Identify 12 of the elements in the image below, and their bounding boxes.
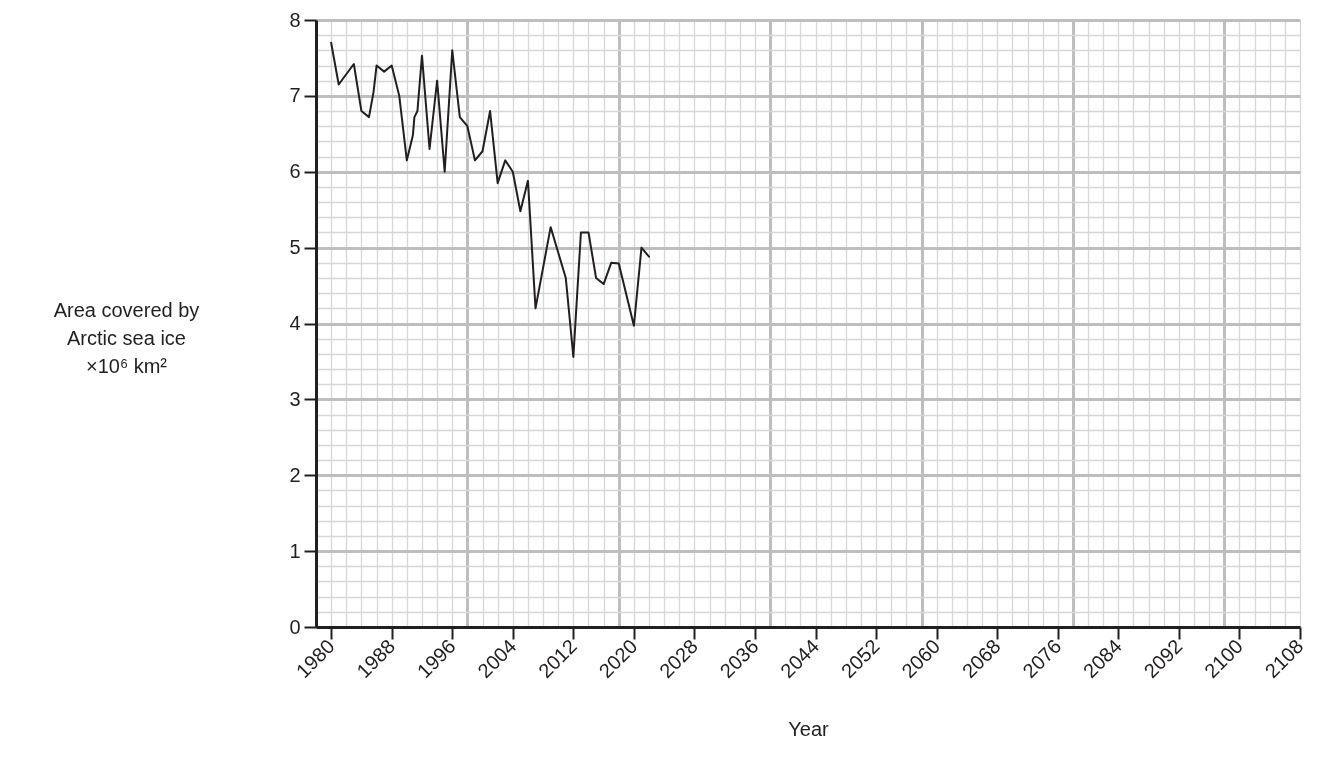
y-tick-label: 2 bbox=[289, 463, 301, 486]
y-tick-label: 7 bbox=[289, 84, 301, 107]
x-axis-title: Year bbox=[788, 718, 830, 741]
y-tick-label: 4 bbox=[289, 312, 301, 334]
y-tick-label: 3 bbox=[289, 387, 301, 410]
y-tick-label: 5 bbox=[289, 236, 301, 259]
y-tick-label: 0 bbox=[289, 615, 301, 638]
y-tick-label: 6 bbox=[289, 160, 301, 183]
line-series bbox=[330, 41, 651, 358]
y-tick-label: 1 bbox=[289, 539, 301, 562]
y-tick-label: 8 bbox=[289, 8, 301, 31]
y-axis-title: Area covered by Arctic sea ice ×10⁶ km² bbox=[53, 298, 200, 377]
